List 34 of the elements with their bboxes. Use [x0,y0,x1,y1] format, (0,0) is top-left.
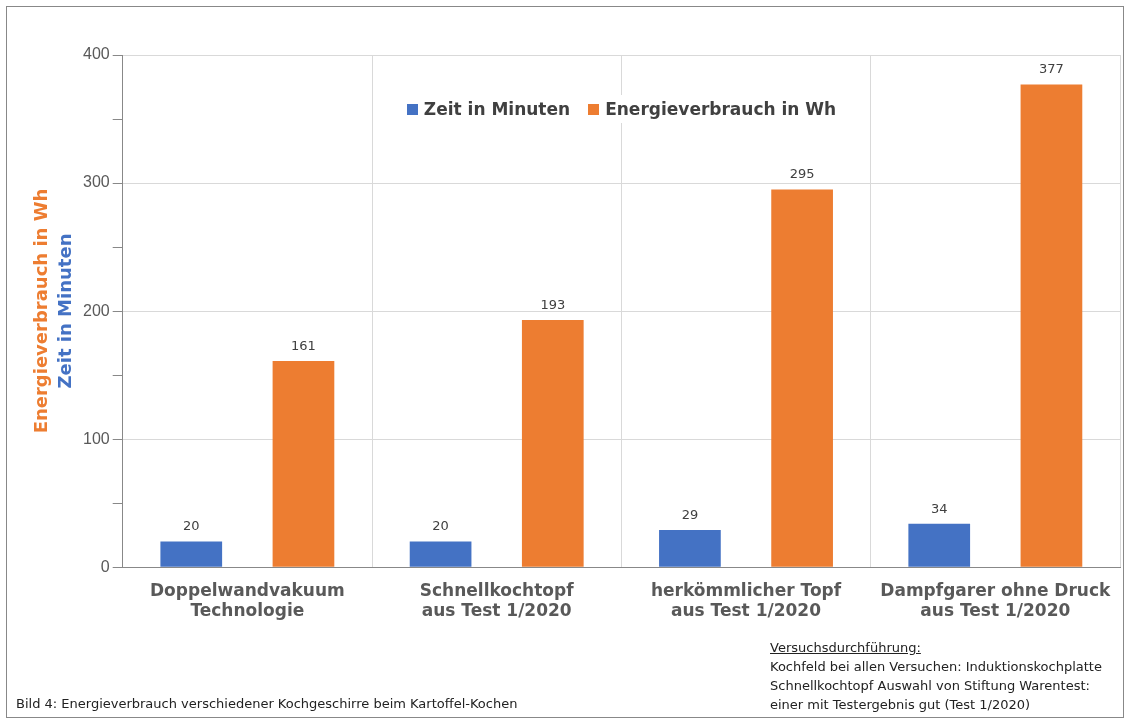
bar [908,523,971,567]
y-tick-label: 200 [82,301,110,319]
bar [771,189,833,567]
y-axis-title: Energieverbrauch in Wh [29,188,51,434]
x-tick-label: Doppelwandvakuum Technologie [150,579,345,621]
text: Versuchsdurchführung: [770,639,922,657]
data-label: 20 [182,518,200,534]
y-tick-label: 100 [82,429,110,447]
x-tick-label: Schnellkochtopf aus Test 1/2020 [419,579,575,621]
data-label: 34 [930,500,948,516]
data-label: 29 [681,506,699,522]
text: Zeit in Minuten [53,233,75,389]
data-label: 161 [291,337,316,353]
legend-label: Zeit in Minuten [422,99,571,119]
y-tick-label: 0 [100,557,110,575]
text: Schnellkochtopf Auswahl von Stiftung Warentest: [770,677,1091,695]
data-label: 377 [1039,61,1064,77]
text: Kochfeld bei allen Versuchen: Induktionskochplatte [770,658,1102,676]
y-tick-label: 300 [82,173,110,191]
y-tick-label: 400 [82,45,110,63]
bar [272,361,335,567]
bar [521,320,584,567]
bar [1020,84,1083,567]
data-label: 20 [432,518,449,534]
text: einer mit Testergebnis gut (Test 1/2020) [770,696,1032,714]
data-label: 295 [789,166,815,182]
x-tick-label: Dampfgarer ohne Druck aus Test 1/2020 [880,579,1112,621]
bar [160,541,223,567]
x-tick-label: herkömmlicher Topf aus Test 1/2020 [650,579,842,621]
text: Bild 4: Energieverbrauch verschiedener Kochgeschirre beim Kartoffel-Kochen [16,696,518,711]
bar [409,541,472,567]
data-label: 193 [540,296,566,312]
bar [659,530,721,567]
legend-label: Energieverbrauch in Wh [604,99,837,119]
